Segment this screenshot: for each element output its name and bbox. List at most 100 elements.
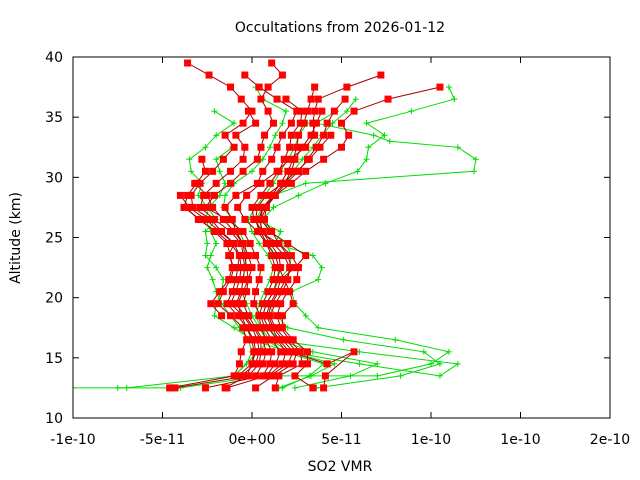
green-series-point xyxy=(204,264,211,271)
red-series-point xyxy=(216,288,224,296)
green-series-point xyxy=(445,348,452,355)
red-series-point xyxy=(228,215,236,223)
red-series-point xyxy=(291,264,299,272)
red-series-point xyxy=(268,59,276,67)
red-series-point xyxy=(269,191,277,199)
red-series-point xyxy=(257,336,265,344)
red-series-point xyxy=(287,131,295,139)
red-series-point xyxy=(248,107,256,115)
red-series-point xyxy=(237,288,245,296)
green-series-point xyxy=(436,360,443,367)
red-series-point xyxy=(239,252,247,260)
red-series-point xyxy=(227,167,235,175)
x-tick-label: 1e-10 xyxy=(500,432,540,448)
red-series-point xyxy=(338,143,345,151)
red-series-point xyxy=(196,203,204,211)
green-series-point xyxy=(277,228,284,235)
red-series-point xyxy=(261,215,269,223)
red-series-point xyxy=(307,95,315,103)
green-series-point xyxy=(445,84,452,91)
red-series-point xyxy=(228,288,236,296)
red-series-point xyxy=(253,179,261,187)
red-series-point xyxy=(243,288,251,296)
red-series-line xyxy=(169,62,253,389)
red-series-point xyxy=(189,203,197,211)
red-series-point xyxy=(275,167,283,175)
red-series-point xyxy=(277,264,285,272)
red-series-point xyxy=(302,143,310,151)
red-series-point xyxy=(384,95,392,103)
red-series-point xyxy=(248,264,256,272)
red-series-point xyxy=(171,384,179,392)
red-series-point xyxy=(295,131,303,139)
red-series-point xyxy=(196,179,204,187)
green-series-point xyxy=(209,276,216,283)
red-series-point xyxy=(241,215,249,223)
red-series-point xyxy=(241,312,249,320)
red-series-point xyxy=(287,179,295,187)
red-series-point xyxy=(214,300,222,308)
red-series-point xyxy=(239,119,247,127)
red-series-point xyxy=(268,227,276,235)
red-series-point xyxy=(273,276,281,284)
red-series-point xyxy=(207,215,215,223)
red-series-point xyxy=(309,384,317,392)
red-series-point xyxy=(312,143,320,151)
green-series-point xyxy=(211,312,218,319)
red-series-point xyxy=(284,240,292,248)
red-series-point xyxy=(227,240,235,248)
red-series-point xyxy=(241,143,249,151)
green-series-line xyxy=(73,110,460,389)
red-series-point xyxy=(302,252,310,260)
red-series-point xyxy=(259,312,267,320)
red-series-point xyxy=(201,167,209,175)
red-series-point xyxy=(237,95,245,103)
red-series-point xyxy=(227,300,235,308)
green-series-point xyxy=(428,360,434,367)
green-series-line xyxy=(262,86,455,389)
red-series-point xyxy=(266,360,274,368)
green-series-point xyxy=(408,108,415,115)
red-series-point xyxy=(269,119,277,127)
red-series-point xyxy=(271,300,279,308)
red-series-point xyxy=(314,95,322,103)
red-series-point xyxy=(253,203,261,211)
red-series-point xyxy=(244,312,252,320)
red-series-point xyxy=(296,348,304,356)
x-tick-label: 0e+00 xyxy=(228,432,275,448)
red-series-point xyxy=(221,384,229,392)
green-series-point xyxy=(302,180,309,187)
green-series-point xyxy=(363,120,370,127)
red-series-point xyxy=(257,348,265,356)
red-series-point xyxy=(187,191,195,199)
red-series-point xyxy=(262,300,270,308)
red-series-point xyxy=(257,191,265,199)
plot-frame xyxy=(72,56,611,419)
green-series-point xyxy=(114,384,121,391)
y-tick-label: 35 xyxy=(45,110,63,126)
red-series-point xyxy=(185,203,193,211)
red-series-point xyxy=(277,300,285,308)
red-series-point xyxy=(205,71,213,79)
red-series-point xyxy=(289,336,297,344)
red-series-point xyxy=(264,372,272,380)
red-series-point xyxy=(277,179,285,187)
red-series-point xyxy=(252,288,260,296)
red-series-point xyxy=(241,264,249,272)
red-series-point xyxy=(323,360,331,368)
green-series-point xyxy=(420,348,427,355)
green-series-point xyxy=(374,360,381,367)
red-series-point xyxy=(255,360,263,368)
red-series-point xyxy=(278,312,286,320)
red-series-point xyxy=(300,119,308,127)
red-series-point xyxy=(284,288,292,296)
red-series-point xyxy=(243,191,251,199)
red-series-point xyxy=(243,324,251,332)
red-series-point xyxy=(259,300,267,308)
red-series-point xyxy=(235,276,243,284)
red-series-point xyxy=(293,167,301,175)
red-series-point xyxy=(280,252,288,260)
red-series-point xyxy=(209,167,217,175)
red-series-point xyxy=(166,384,174,392)
